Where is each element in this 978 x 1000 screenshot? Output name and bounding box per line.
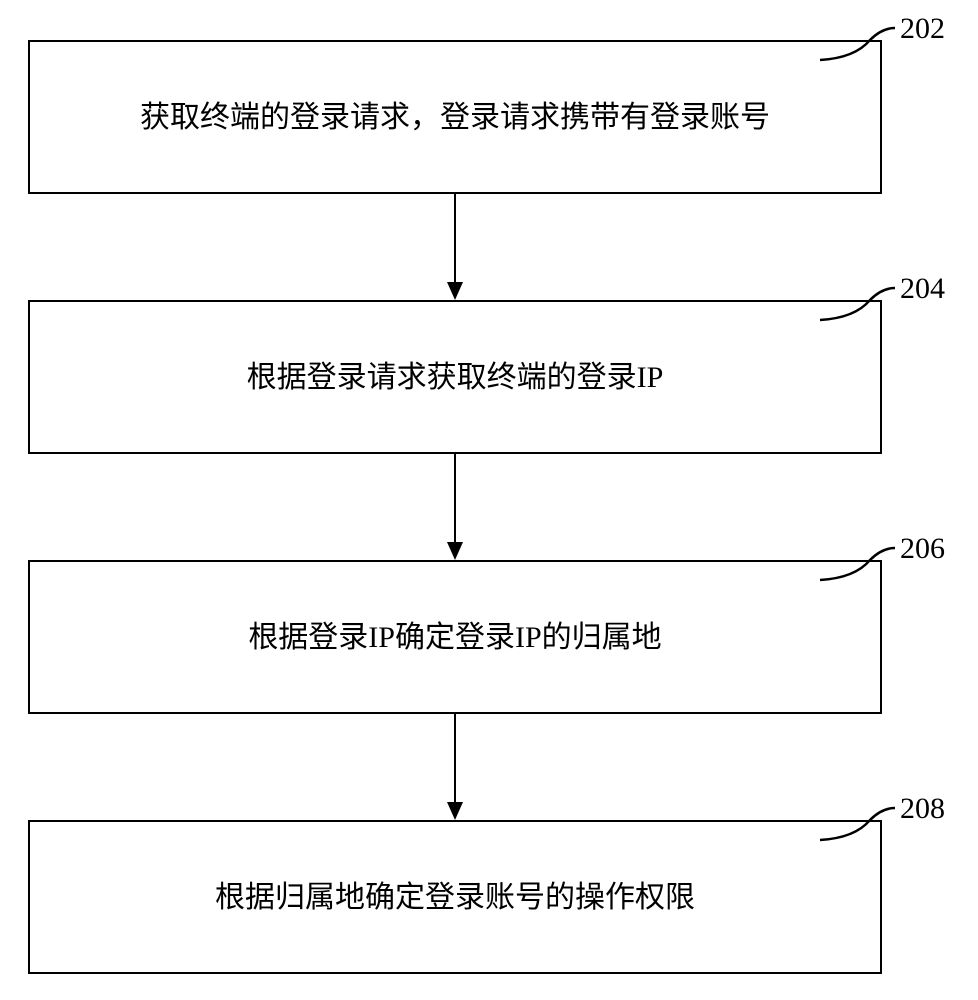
label-curve-svg: [0, 260, 978, 340]
flowchart-step-label: 204: [900, 272, 945, 306]
flowchart-step-text: 根据登录IP确定登录IP的归属地: [240, 618, 669, 657]
label-curve-svg: [0, 780, 978, 860]
flowchart-step-text: 根据归属地确定登录账号的操作权限: [207, 878, 703, 917]
flowchart-step-label: 208: [900, 792, 945, 826]
flowchart-step-text: 根据登录请求获取终端的登录IP: [239, 358, 672, 397]
flowchart-step-text: 获取终端的登录请求，登录请求携带有登录账号: [132, 98, 778, 137]
flowchart-step-label: 202: [900, 12, 945, 46]
flowchart-container: 获取终端的登录请求，登录请求携带有登录账号 202 根据登录请求获取终端的登录I…: [0, 0, 978, 1000]
label-curve-svg: [0, 520, 978, 600]
label-curve-svg: [0, 0, 978, 80]
flowchart-step-label: 206: [900, 532, 945, 566]
